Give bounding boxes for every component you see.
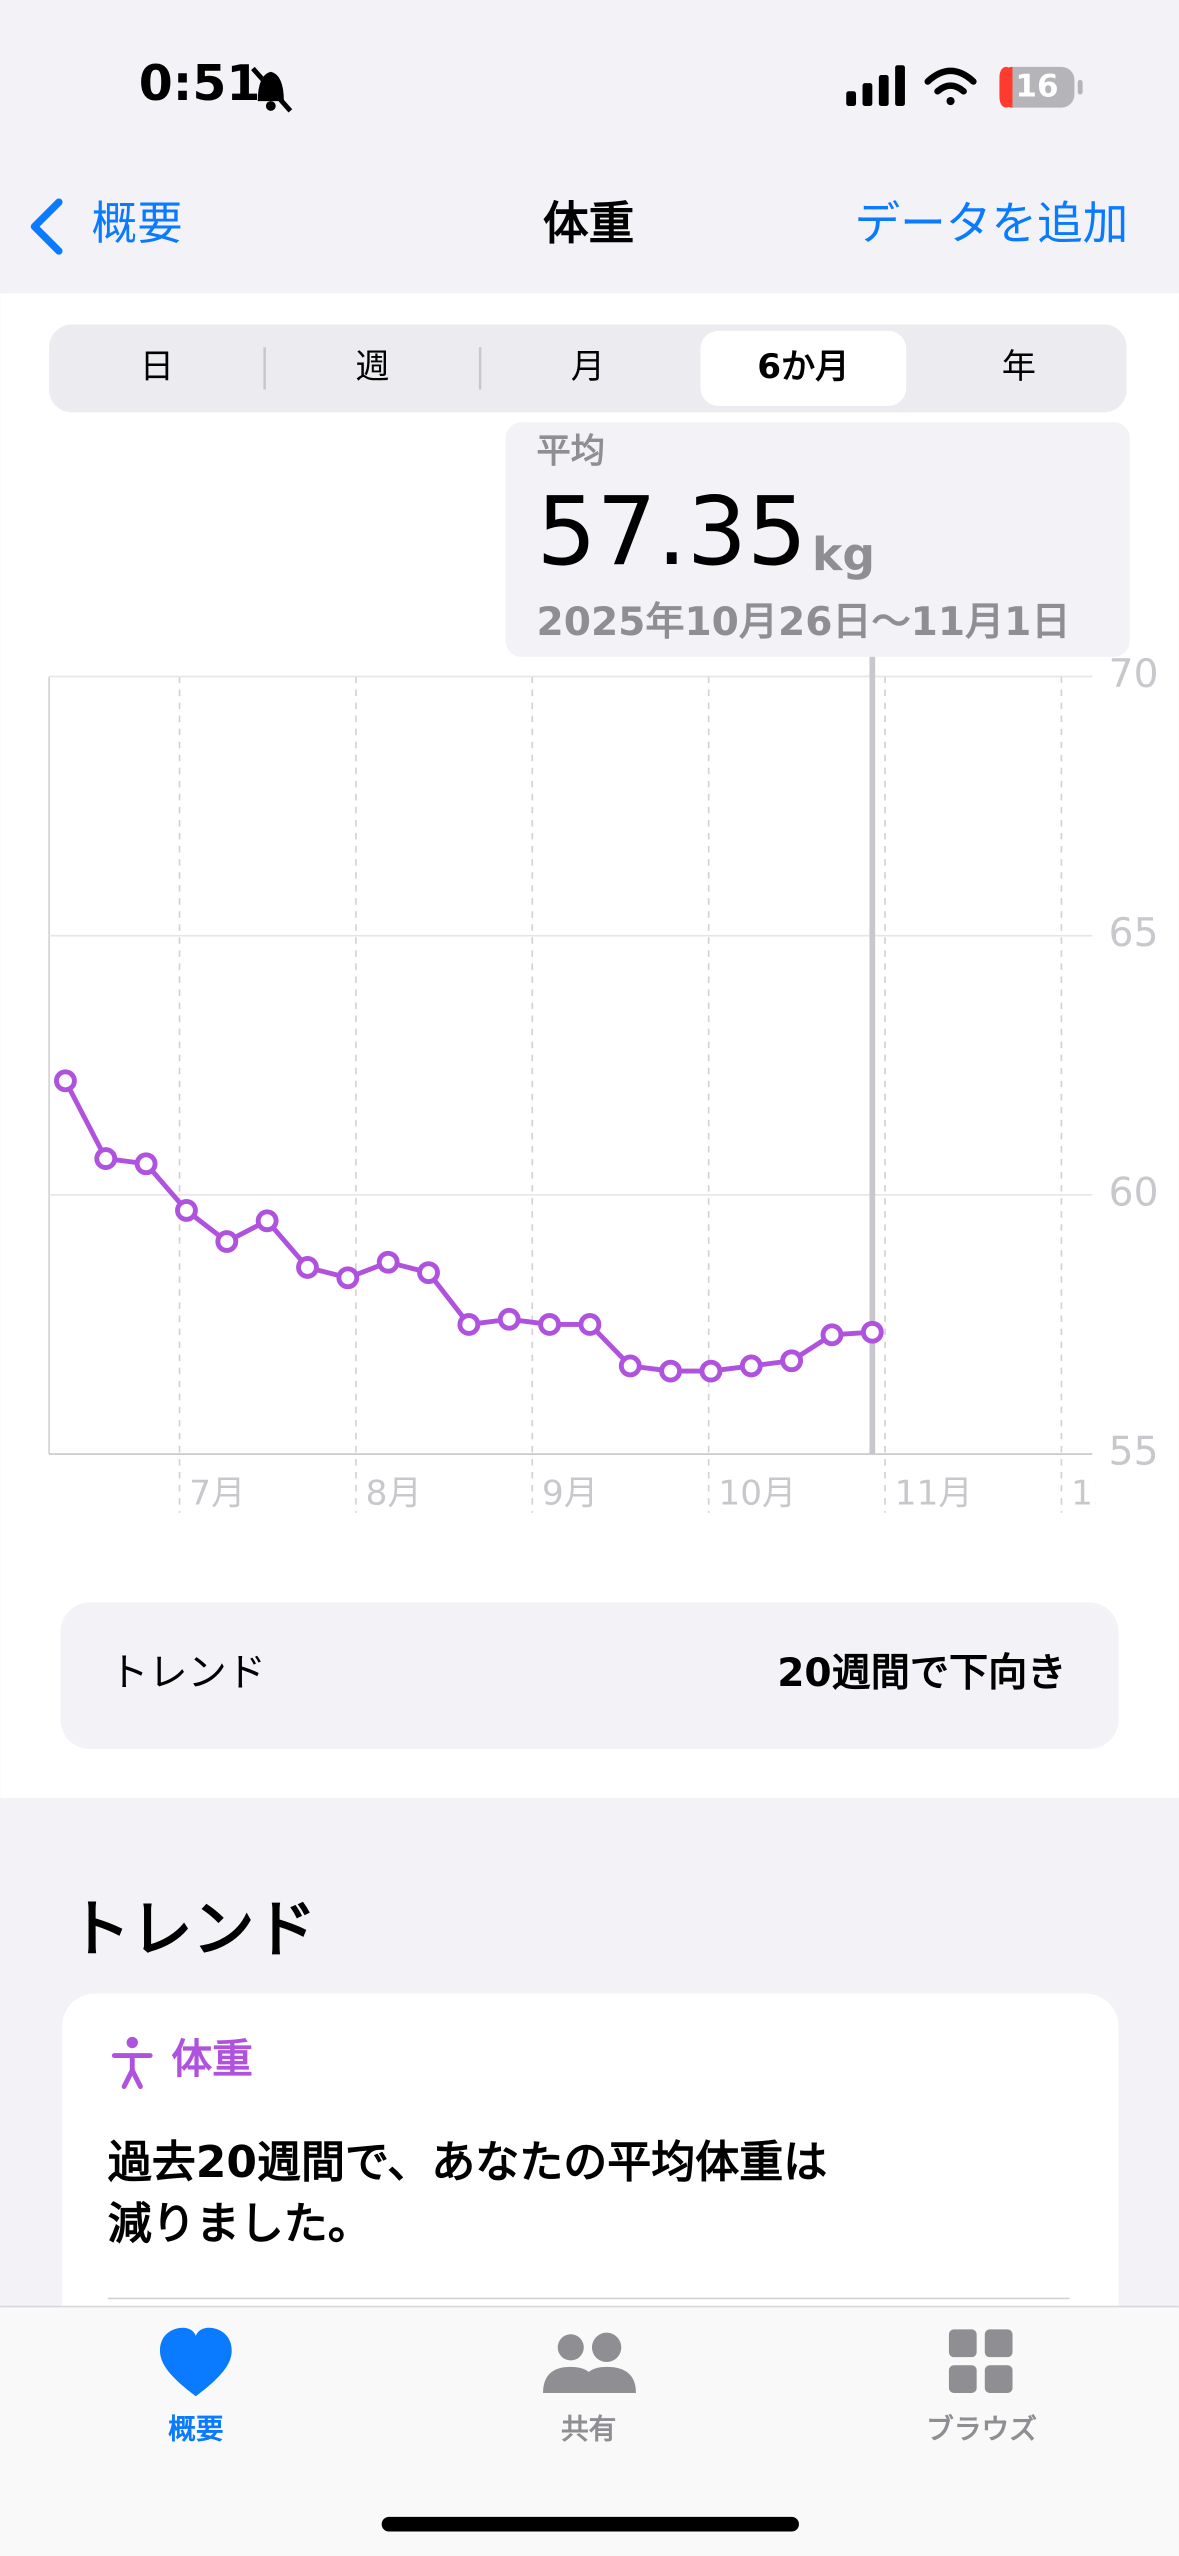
weight-point [215,1230,239,1253]
nav-title: 体重 [543,197,634,250]
trend-row-value: 20週間で下向き [777,1651,1066,1696]
trend-row[interactable] [60,1602,1119,1750]
card-category: 体重 [171,2035,253,2083]
tooltip-label: 平均 [537,432,605,472]
x-tick-label: 10月 [718,1473,796,1513]
y-tick-label: 55 [1109,1430,1159,1475]
weight-point [54,1069,77,1093]
tab-labels: 概要 共有 ブラウズ [168,2412,1037,2445]
body-icon [111,2036,153,2089]
battery-level: 16 [1015,69,1058,105]
weight-point [739,1354,763,1378]
y-tick-label: 70 [1109,652,1159,697]
weight-point [497,1307,521,1331]
weight-point [538,1313,561,1336]
segment-label[interactable]: 月 [571,347,605,387]
tooltip-value: 57.35 [537,477,808,587]
add-data-button[interactable]: データを追加 [854,197,1128,250]
card-text-line: 減りました。 [108,2199,372,2250]
weight-point [134,1152,158,1176]
weight-point [376,1250,400,1274]
trend-card[interactable] [62,1993,1119,2369]
signal-icon [846,65,905,106]
tab-label[interactable]: ブラウズ [926,2412,1037,2445]
tab-label[interactable]: 共有 [561,2412,616,2445]
home-indicator [381,2516,799,2532]
weight-point [659,1359,683,1383]
tooltip [505,422,1130,657]
weight-point [578,1313,602,1336]
tab-icon-sharing[interactable] [543,2332,636,2393]
battery-icon [999,66,1083,108]
x-tick-label: 12月 [1071,1473,1149,1513]
tab-label[interactable]: 概要 [168,2412,223,2445]
weight-point [255,1209,279,1233]
segment-label[interactable]: 週 [355,347,389,387]
tab-icon-browse[interactable] [948,2329,1013,2393]
x-tick-label: 11月 [895,1473,973,1513]
segment-label[interactable]: 6か月 [757,347,849,387]
weight-point [417,1261,440,1285]
weight-point [296,1256,319,1279]
segments: 日 週 月 6か月 年 [140,330,1036,406]
section-title: トレンド [69,1893,317,1965]
weight-point [820,1323,844,1347]
tab-icon-summary[interactable] [159,2327,232,2397]
chart: 7月 8月 9月 10月 11月 12月55 60 65 70 [48,652,1159,1513]
tooltip-range: 2025年10月26日〜11月1日 [537,600,1071,645]
x-tick-label: 9月 [542,1473,598,1513]
x-tick-label: 7月 [189,1473,245,1513]
card-text-line: 過去20週間で、あなたの平均体重は [108,2137,827,2188]
status-time: 0:51 [139,55,261,112]
mute-bell-icon [251,66,293,113]
back-button[interactable]: 概要 [92,197,183,250]
weight-point [175,1199,198,1222]
weight-point [618,1354,642,1378]
y-tick-label: 65 [1109,911,1159,956]
weight-point [457,1313,481,1336]
wifi-icon [924,67,977,106]
weight-point [780,1349,804,1373]
weight-point [860,1320,884,1344]
back-chevron[interactable] [30,198,63,255]
weight-point [94,1147,118,1170]
trend-row-label: トレンド [109,1651,265,1696]
segment-label[interactable]: 日 [140,347,174,387]
tooltip-unit: kg [812,528,875,581]
weight-point [336,1266,360,1290]
segment-selected [700,330,907,406]
x-tick-label: 8月 [366,1473,422,1513]
weight-point [699,1359,723,1383]
y-tick-label: 60 [1109,1170,1159,1215]
segment-label[interactable]: 年 [1002,347,1036,387]
